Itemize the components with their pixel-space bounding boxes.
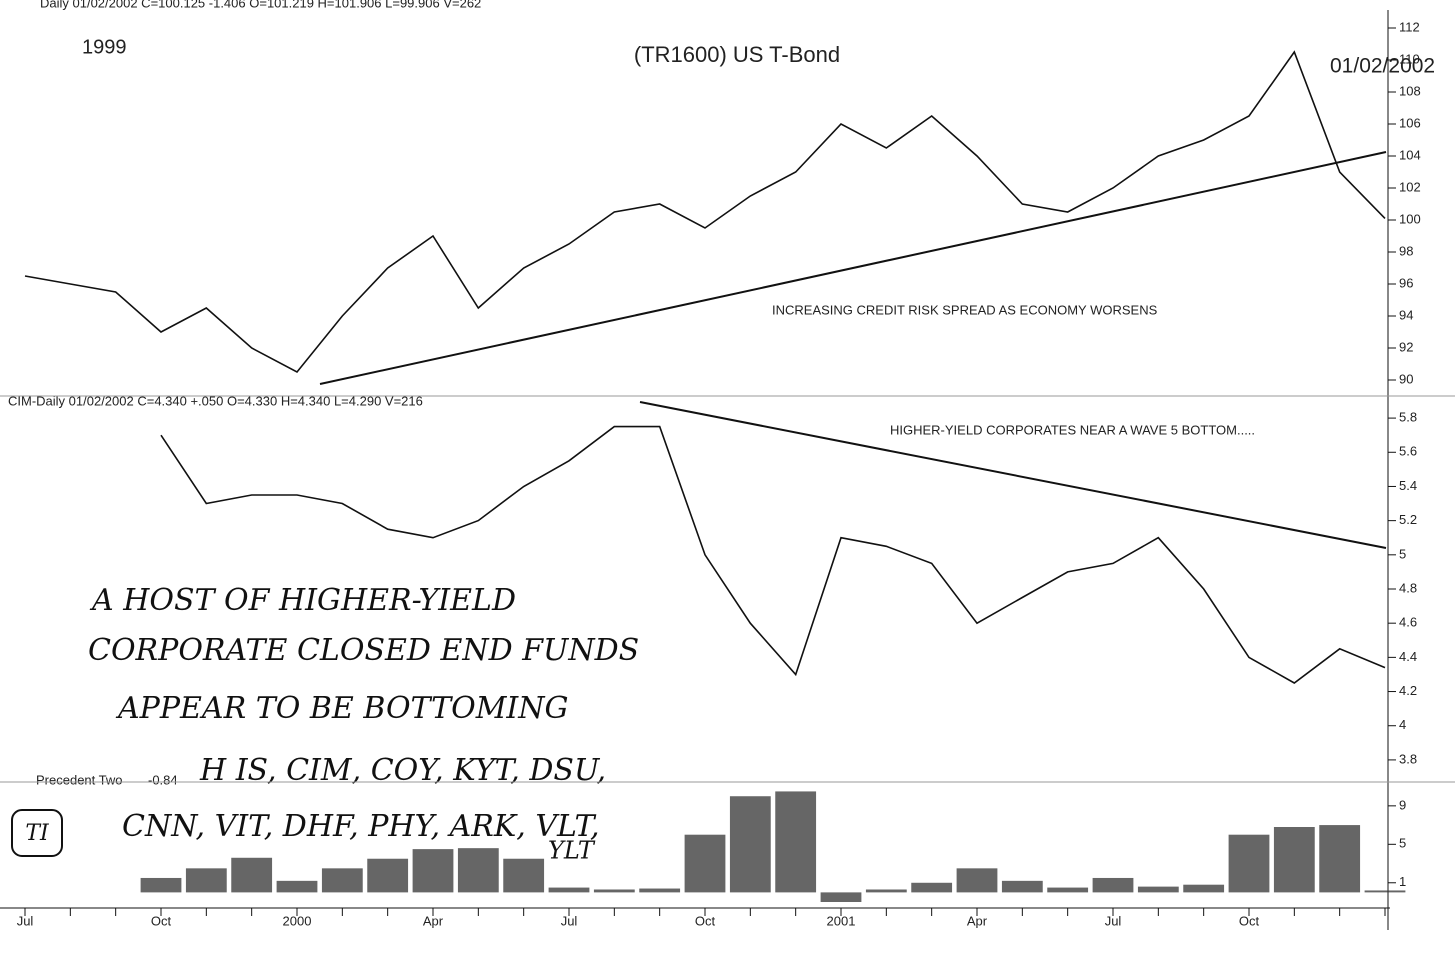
handwriting: CORPORATE CLOSED END FUNDS bbox=[88, 633, 639, 668]
y-tick-label: 98 bbox=[1399, 243, 1413, 258]
bar bbox=[1183, 884, 1225, 893]
handwriting: APPEAR TO BE BOTTOMING bbox=[115, 691, 569, 726]
y-tick-label: 90 bbox=[1399, 371, 1413, 386]
bar bbox=[820, 892, 862, 902]
y-tick-label: 9 bbox=[1399, 797, 1406, 812]
bar bbox=[457, 848, 499, 893]
price-line bbox=[160, 425, 1386, 684]
bar bbox=[503, 858, 545, 893]
y-tick-label: 96 bbox=[1399, 275, 1413, 290]
x-tick-label: Jul bbox=[561, 913, 578, 928]
x-tick-label: 2001 bbox=[827, 913, 856, 928]
x-tick-label: Apr bbox=[967, 913, 988, 928]
panel-title: CIM-Daily 01/02/2002 C=4.340 +.050 O=4.3… bbox=[8, 393, 423, 408]
y-tick-label: 5.2 bbox=[1399, 512, 1417, 527]
bar bbox=[1364, 890, 1406, 893]
x-tick-label: Jul bbox=[1105, 913, 1122, 928]
x-tick-label: Jul bbox=[17, 913, 34, 928]
bar bbox=[276, 880, 318, 893]
y-tick-label: 1 bbox=[1399, 874, 1406, 889]
y-tick-label: 100 bbox=[1399, 211, 1421, 226]
x-tick-label: 2000 bbox=[283, 913, 312, 928]
y-tick-label: 104 bbox=[1399, 147, 1421, 162]
price-line bbox=[24, 50, 1386, 374]
end-label: 01/02/2002 bbox=[1330, 55, 1435, 78]
x-tick-label: Apr bbox=[423, 913, 444, 928]
bar bbox=[639, 888, 681, 893]
bar bbox=[1319, 825, 1361, 893]
y-tick-label: 106 bbox=[1399, 115, 1421, 130]
annotation: INCREASING CREDIT RISK SPREAD AS ECONOMY… bbox=[772, 302, 1158, 317]
trend-line bbox=[319, 151, 1387, 385]
bar bbox=[1137, 886, 1179, 893]
bar bbox=[1273, 827, 1315, 893]
bar bbox=[548, 887, 590, 893]
bar bbox=[1001, 880, 1043, 893]
hand-box-label: TI bbox=[25, 821, 50, 846]
bar bbox=[1047, 887, 1089, 893]
bar bbox=[140, 877, 182, 893]
bar bbox=[956, 868, 998, 893]
annotation: HIGHER-YIELD CORPORATES NEAR A WAVE 5 BO… bbox=[890, 422, 1255, 437]
handwriting: YLT bbox=[548, 837, 596, 865]
chart-title: (TR1600) US T-Bond bbox=[634, 42, 840, 67]
y-tick-label: 5 bbox=[1399, 546, 1406, 561]
hand-box bbox=[11, 809, 63, 857]
y-tick-label: 108 bbox=[1399, 83, 1421, 98]
handwriting: A HOST OF HIGHER-YIELD bbox=[89, 583, 516, 618]
bar bbox=[684, 834, 726, 893]
header-strip: Daily 01/02/2002 C=100.125 -1.406 O=101.… bbox=[40, 0, 481, 10]
panel-title: Precedent Two bbox=[36, 772, 122, 787]
y-tick-label: 4.2 bbox=[1399, 683, 1417, 698]
y-tick-label: 92 bbox=[1399, 339, 1413, 354]
y-tick-label: 4 bbox=[1399, 717, 1406, 732]
handwriting: CNN, VIT, DHF, PHY, ARK, VLT, bbox=[122, 809, 600, 844]
bar bbox=[1228, 834, 1270, 893]
bar bbox=[865, 889, 907, 893]
y-tick-label: 4.6 bbox=[1399, 615, 1417, 630]
y-tick-label: 112 bbox=[1399, 19, 1420, 34]
last-value-label: -0.84 bbox=[148, 772, 178, 787]
bar bbox=[412, 849, 454, 893]
y-tick-label: 5.6 bbox=[1399, 444, 1417, 459]
bar bbox=[231, 857, 273, 893]
x-tick-label: Oct bbox=[1239, 913, 1260, 928]
x-tick-label: Oct bbox=[151, 913, 172, 928]
bar bbox=[367, 858, 409, 893]
y-tick-label: 110 bbox=[1399, 51, 1420, 66]
y-tick-label: 94 bbox=[1399, 307, 1413, 322]
y-tick-label: 5.4 bbox=[1399, 478, 1417, 493]
bar bbox=[1092, 877, 1134, 893]
bar bbox=[775, 791, 817, 893]
bar bbox=[321, 868, 363, 893]
y-tick-label: 4.8 bbox=[1399, 580, 1417, 595]
bar bbox=[911, 882, 953, 893]
y-tick-label: 102 bbox=[1399, 179, 1421, 194]
y-tick-label: 5.8 bbox=[1399, 410, 1417, 425]
bar bbox=[729, 796, 771, 893]
bar bbox=[593, 889, 635, 893]
trend-line bbox=[639, 401, 1387, 549]
y-tick-label: 4.4 bbox=[1399, 649, 1417, 664]
x-tick-label: Oct bbox=[695, 913, 716, 928]
handwriting: H IS, CIM, COY, KYT, DSU, bbox=[199, 753, 606, 788]
bar bbox=[185, 868, 227, 893]
y-tick-label: 5 bbox=[1399, 836, 1406, 851]
y-tick-label: 3.8 bbox=[1399, 751, 1417, 766]
start-label: 1999 bbox=[82, 36, 127, 58]
